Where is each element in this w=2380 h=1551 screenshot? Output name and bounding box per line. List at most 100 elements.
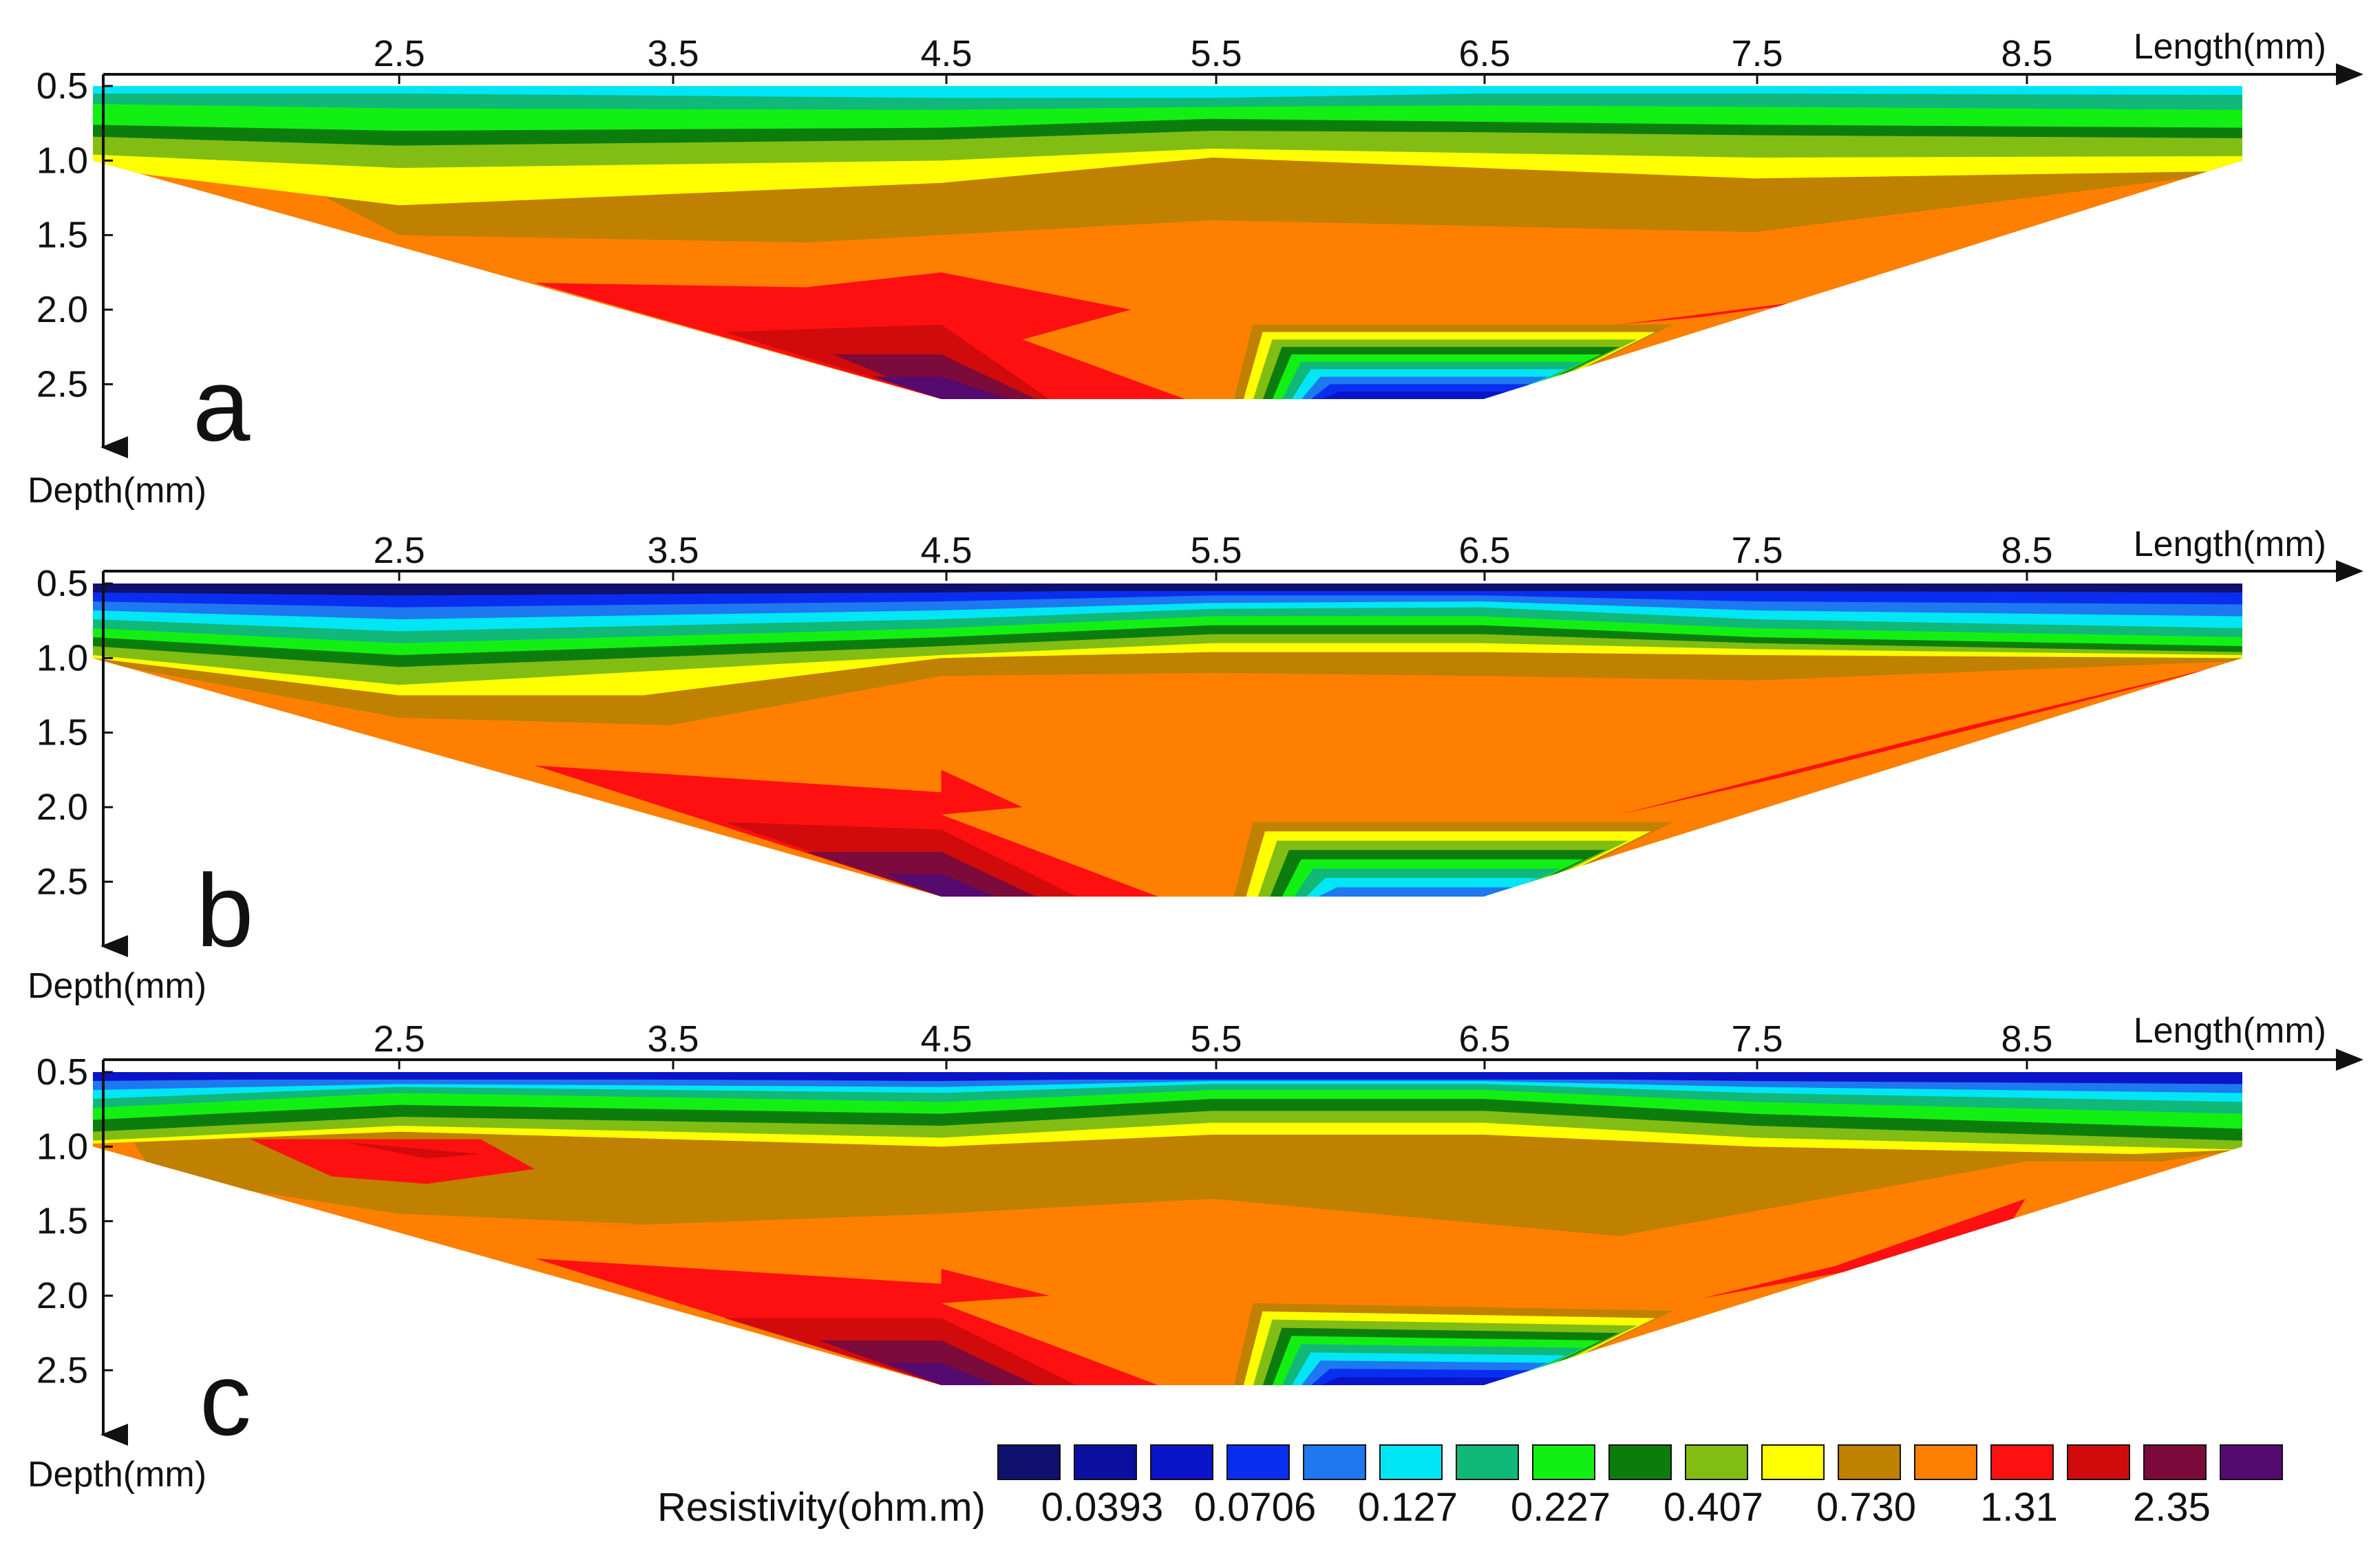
legend-value-label: 0.407 xyxy=(1664,1485,1763,1530)
panel-c-y-tick-label: 1.5 xyxy=(36,1201,88,1242)
panel-b-ylabel: Depth(mm) xyxy=(28,966,206,1006)
panel-c-x-tick-label: 4.5 xyxy=(920,1018,972,1060)
panel-b: 2.5 3.5 4.5 5.5 6.5 7.5 8.5 0.5 1.0 1.5 2.0 2.5 Le… xyxy=(28,524,2363,1006)
panel-a-y-tick-label: 0.5 xyxy=(36,65,88,107)
panel-a-x-tick-label: 7.5 xyxy=(1731,33,1783,74)
legend-swatch xyxy=(1532,1444,1595,1480)
panel-b-x-ticks: 2.5 3.5 4.5 5.5 6.5 7.5 8.5 xyxy=(373,530,2053,581)
panel-b-x-tick-label: 5.5 xyxy=(1190,530,1242,571)
panel-c-anomaly-5 xyxy=(886,1362,996,1385)
legend-swatch xyxy=(1761,1444,1825,1480)
panel-b-y-tick-label: 1.5 xyxy=(36,712,88,753)
panel-c-bowl-layer-9 xyxy=(1320,1377,1512,1385)
legend-value-label: 0.127 xyxy=(1358,1485,1458,1530)
panel-a-y-tick-label: 2.5 xyxy=(36,363,88,405)
panel-c-x-tick-label: 5.5 xyxy=(1190,1018,1242,1060)
legend-swatch xyxy=(1914,1444,1977,1480)
panel-c-section xyxy=(93,1072,2242,1385)
legend-swatch xyxy=(1303,1444,1366,1480)
panel-b-letter: b xyxy=(196,853,253,968)
panel-c-y-ticks: 0.5 1.0 1.5 2.0 2.5 xyxy=(36,1051,113,1391)
panel-b-y-ticks: 0.5 1.0 1.5 2.0 2.5 xyxy=(36,563,113,902)
panel-c-y-tick-label: 0.5 xyxy=(36,1051,88,1093)
panel-b-y-tick-label: 1.0 xyxy=(36,637,88,678)
panel-b-section xyxy=(93,584,2242,897)
panel-a-section xyxy=(93,86,2242,399)
legend-swatch xyxy=(2067,1444,2130,1480)
legend-swatch xyxy=(1379,1444,1443,1480)
panel-b-x-tick-label: 3.5 xyxy=(647,530,699,571)
panel-a-x-ticks: 2.5 3.5 4.5 5.5 6.5 7.5 8.5 xyxy=(373,33,2053,84)
legend-labels: 0.0393 0.0706 0.127 0.227 0.407 0.730 1.31 2.35 xyxy=(1041,1485,2211,1530)
panel-c-x-tick-label: 6.5 xyxy=(1458,1018,1510,1060)
legend-swatch xyxy=(1990,1444,2054,1480)
legend-swatch xyxy=(1074,1444,1137,1480)
panel-c-x-tick-label: 8.5 xyxy=(2001,1018,2052,1060)
panel-c-top-stripe xyxy=(93,1072,2242,1080)
panel-c-xlabel: Length(mm) xyxy=(2134,1011,2326,1051)
panel-c-ylabel: Depth(mm) xyxy=(28,1455,206,1495)
panel-a-top-stripe xyxy=(93,86,2242,94)
legend: 0.0393 0.0706 0.127 0.227 0.407 0.730 1.31 2.35… xyxy=(657,1444,2283,1530)
panel-a-x-tick-label: 8.5 xyxy=(2001,33,2052,74)
panel-b-top-stripe xyxy=(93,584,2242,591)
panel-c-band-3 xyxy=(93,1072,2242,1114)
legend-value-label: 2.35 xyxy=(2133,1485,2211,1530)
legend-value-label: 0.0706 xyxy=(1194,1485,1316,1530)
legend-swatch xyxy=(1608,1444,1672,1480)
panel-a-x-tick-label: 3.5 xyxy=(647,33,699,74)
panel-c-x-tick-label: 2.5 xyxy=(373,1018,425,1060)
legend-swatch xyxy=(1150,1444,1213,1480)
panel-b-x-tick-label: 8.5 xyxy=(2001,530,2052,571)
panel-a-x-tick-label: 4.5 xyxy=(920,33,972,74)
legend-value-label: 0.227 xyxy=(1511,1485,1611,1530)
panel-a: 2.5 3.5 4.5 5.5 6.5 7.5 8.5 0.5 1.0 1.5 2.0 2.5 Le… xyxy=(28,27,2363,511)
panel-a-y-ticks: 0.5 1.0 1.5 2.0 2.5 xyxy=(36,65,113,405)
panel-b-y-tick-label: 0.5 xyxy=(36,563,88,604)
panel-a-x-tick-label: 2.5 xyxy=(373,33,425,74)
panel-a-ylabel: Depth(mm) xyxy=(28,471,206,511)
panel-a-xlabel: Length(mm) xyxy=(2134,27,2326,67)
legend-swatch xyxy=(2143,1444,2207,1480)
panel-a-letter: a xyxy=(193,347,251,462)
panel-b-x-tick-label: 7.5 xyxy=(1731,530,1783,571)
panel-b-xlabel: Length(mm) xyxy=(2134,524,2326,564)
panel-a-x-tick-label: 6.5 xyxy=(1458,33,1510,74)
legend-swatch xyxy=(997,1444,1061,1480)
legend-swatch xyxy=(2220,1444,2283,1480)
panel-c-x-tick-label: 7.5 xyxy=(1731,1018,1783,1060)
panel-c-y-tick-label: 2.0 xyxy=(36,1275,88,1316)
panel-b-x-tick-label: 4.5 xyxy=(920,530,972,571)
legend-value-label: 0.0393 xyxy=(1041,1485,1163,1530)
panel-a-bowl-layer-9 xyxy=(1320,392,1512,399)
panel-b-anomaly-4 xyxy=(1619,661,2242,815)
panel-c-x-ticks: 2.5 3.5 4.5 5.5 6.5 7.5 8.5 xyxy=(373,1018,2053,1069)
legend-swatches xyxy=(997,1444,2283,1480)
panel-b-y-tick-label: 2.0 xyxy=(36,787,88,828)
legend-value-label: 0.730 xyxy=(1816,1485,1916,1530)
legend-swatch xyxy=(1226,1444,1290,1480)
legend-title: Resistivity(ohm.m) xyxy=(657,1485,986,1530)
panel-b-anomaly-3 xyxy=(886,874,996,897)
panel-b-x-tick-label: 2.5 xyxy=(373,530,425,571)
panel-a-y-tick-label: 1.0 xyxy=(36,140,88,181)
panel-c-y-tick-label: 1.0 xyxy=(36,1126,88,1167)
panel-b-x-tick-label: 6.5 xyxy=(1458,530,1510,571)
panel-c-letter: c xyxy=(200,1341,251,1457)
panel-b-y-tick-label: 2.5 xyxy=(36,861,88,902)
panel-c-anomaly-1 xyxy=(345,1142,481,1159)
legend-swatch xyxy=(1685,1444,1748,1480)
panel-a-y-tick-label: 1.5 xyxy=(36,215,88,256)
legend-swatch xyxy=(1838,1444,1901,1480)
legend-swatch xyxy=(1456,1444,1519,1480)
panel-a-x-tick-label: 5.5 xyxy=(1190,33,1242,74)
legend-value-label: 1.31 xyxy=(1980,1485,2058,1530)
panel-c-anomaly-0 xyxy=(250,1139,535,1184)
panel-a-y-tick-label: 2.0 xyxy=(36,289,88,330)
panel-a-anomaly-3 xyxy=(873,376,1010,399)
panel-c-y-tick-label: 2.5 xyxy=(36,1349,88,1391)
panel-c: 2.5 3.5 4.5 5.5 6.5 7.5 8.5 0.5 1.0 1.5 2.0 2.5 Le… xyxy=(28,1011,2363,1495)
panel-b-bowl-layer-7 xyxy=(1318,887,1517,897)
panel-c-x-tick-label: 3.5 xyxy=(647,1018,699,1060)
